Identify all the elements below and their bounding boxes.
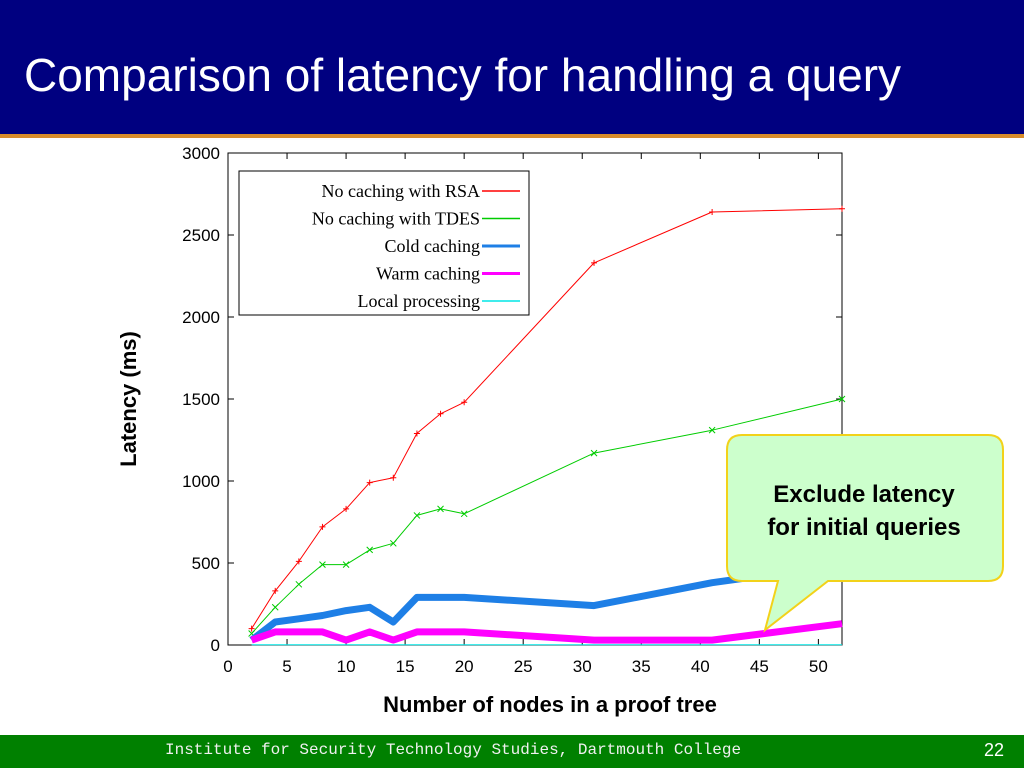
series-line-3 bbox=[250, 620, 843, 644]
series-point-1 bbox=[271, 603, 279, 611]
x-tick-label: 40 bbox=[691, 657, 710, 676]
title-bar bbox=[0, 0, 1024, 134]
y-tick-label: 2500 bbox=[182, 226, 220, 245]
legend-label: Cold caching bbox=[385, 236, 480, 256]
y-tick-label: 0 bbox=[211, 636, 220, 655]
series-point-1 bbox=[460, 510, 468, 518]
callout-line-2: for initial queries bbox=[767, 514, 961, 541]
y-tick-label: 2000 bbox=[182, 308, 220, 327]
y-tick-label: 1500 bbox=[182, 390, 220, 409]
title-divider bbox=[0, 134, 1024, 138]
series-point-0 bbox=[319, 523, 326, 530]
series-point-1 bbox=[590, 449, 598, 457]
x-tick-label: 20 bbox=[455, 657, 474, 676]
series-point-0 bbox=[437, 410, 444, 417]
series-point-0 bbox=[591, 259, 598, 266]
footer-bar bbox=[0, 735, 1024, 768]
series-point-0 bbox=[343, 505, 350, 512]
legend-label: No caching with TDES bbox=[312, 209, 480, 229]
x-axis-label: Number of nodes in a proof tree bbox=[383, 692, 717, 717]
callout-line-1: Exclude latency bbox=[773, 481, 955, 508]
legend-label: Warm caching bbox=[376, 264, 480, 284]
latency-chart: 0 5 10 15 20 25 30 35 40 45 5005001000150020002500… bbox=[116, 144, 1004, 717]
series-point-1 bbox=[366, 546, 374, 554]
series-point-1 bbox=[413, 512, 421, 519]
x-tick-label: 50 bbox=[809, 657, 828, 676]
series-line-2 bbox=[249, 572, 760, 643]
legend-box bbox=[238, 170, 530, 316]
series-point-1 bbox=[295, 580, 303, 588]
x-tick-label: 10 bbox=[337, 657, 356, 676]
legend-label: No caching with RSA bbox=[322, 181, 480, 201]
series-point-1 bbox=[389, 539, 397, 547]
series-point-1 bbox=[342, 561, 350, 568]
x-tick-label: 30 bbox=[573, 657, 592, 676]
series-point-0 bbox=[461, 399, 468, 406]
series-point-0 bbox=[390, 474, 397, 481]
y-tick-label: 3000 bbox=[182, 144, 220, 163]
x-tick-label: 5 bbox=[282, 657, 291, 676]
x-tick-label: 45 bbox=[750, 657, 769, 676]
x-tick-label: 25 bbox=[514, 657, 533, 676]
footer-text: Institute for Security Technology Studie… bbox=[165, 741, 742, 759]
x-tick-label: 0 bbox=[223, 657, 232, 676]
series-point-0 bbox=[366, 479, 373, 486]
series-point-0 bbox=[839, 205, 845, 212]
series-point-0 bbox=[709, 209, 716, 216]
series-point-0 bbox=[272, 587, 279, 594]
y-tick-label: 500 bbox=[192, 554, 220, 573]
x-tick-label: 15 bbox=[396, 657, 415, 676]
callout-text: Exclude latency for initial queries bbox=[735, 478, 993, 544]
series-point-1 bbox=[319, 561, 326, 568]
series-point-0 bbox=[413, 430, 420, 437]
y-axis-label: Latency (ms) bbox=[116, 331, 141, 467]
page-number: 22 bbox=[983, 740, 1004, 760]
series-point-0 bbox=[295, 558, 302, 565]
series-point-1 bbox=[838, 395, 846, 403]
series-point-1 bbox=[708, 426, 716, 434]
slide-title: Comparison of latency for handling a que… bbox=[24, 49, 902, 101]
series-point-1 bbox=[437, 505, 444, 513]
series-point-0 bbox=[248, 625, 255, 632]
x-tick-label: 35 bbox=[632, 657, 651, 676]
legend-label: Local processing bbox=[358, 291, 480, 311]
y-tick-label: 1000 bbox=[182, 472, 220, 491]
callout-balloon bbox=[726, 434, 1004, 633]
